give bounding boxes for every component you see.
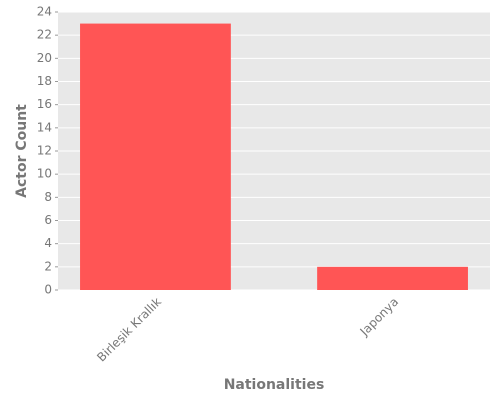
x-tick-label: Birleşik Krallık [94,295,164,365]
y-tick-label: 20 [37,51,52,65]
y-tick-label: 12 [37,144,52,158]
y-tick-label: 24 [37,5,52,19]
y-tick-label: 22 [37,28,52,42]
y-tick-label: 0 [44,283,52,297]
y-tick-label: 2 [44,259,52,273]
y-tick-label: 8 [44,190,52,204]
y-tick-label: 4 [44,236,52,250]
bar [80,23,231,290]
y-axis-title: Actor Count [14,104,30,198]
y-tick-label: 18 [37,74,52,88]
x-axis-title: Nationalities [224,377,325,393]
y-tick-label: 14 [37,120,52,134]
bar [317,266,468,290]
y-tick-label: 10 [37,167,52,181]
y-tick-label: 16 [37,97,52,111]
y-tick-label: 6 [44,213,52,227]
x-tick-label: Japonya [357,295,401,339]
